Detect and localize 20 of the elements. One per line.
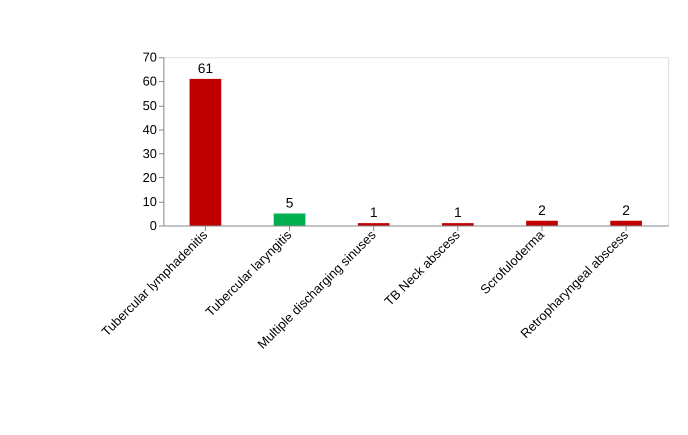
bar [190, 78, 222, 226]
data-label: 1 [454, 204, 462, 220]
y-tick-label: 40 [142, 122, 157, 137]
y-tick-label: 20 [142, 170, 157, 185]
y-tick-label: 50 [142, 98, 157, 113]
bar [358, 223, 390, 226]
y-tick-label: 70 [142, 50, 157, 65]
data-label: 5 [286, 194, 294, 211]
bar [274, 214, 306, 226]
bar [526, 220, 558, 226]
y-tick-label: 30 [142, 146, 157, 161]
y-tick-label: 0 [150, 218, 157, 233]
y-tick-label: 10 [142, 194, 157, 209]
data-label: 61 [198, 60, 214, 76]
y-tick-label: 60 [142, 74, 157, 89]
bar [610, 220, 642, 226]
data-label: 1 [370, 204, 378, 220]
bar [442, 223, 474, 226]
data-label: 2 [622, 202, 630, 218]
data-label: 2 [538, 202, 546, 218]
